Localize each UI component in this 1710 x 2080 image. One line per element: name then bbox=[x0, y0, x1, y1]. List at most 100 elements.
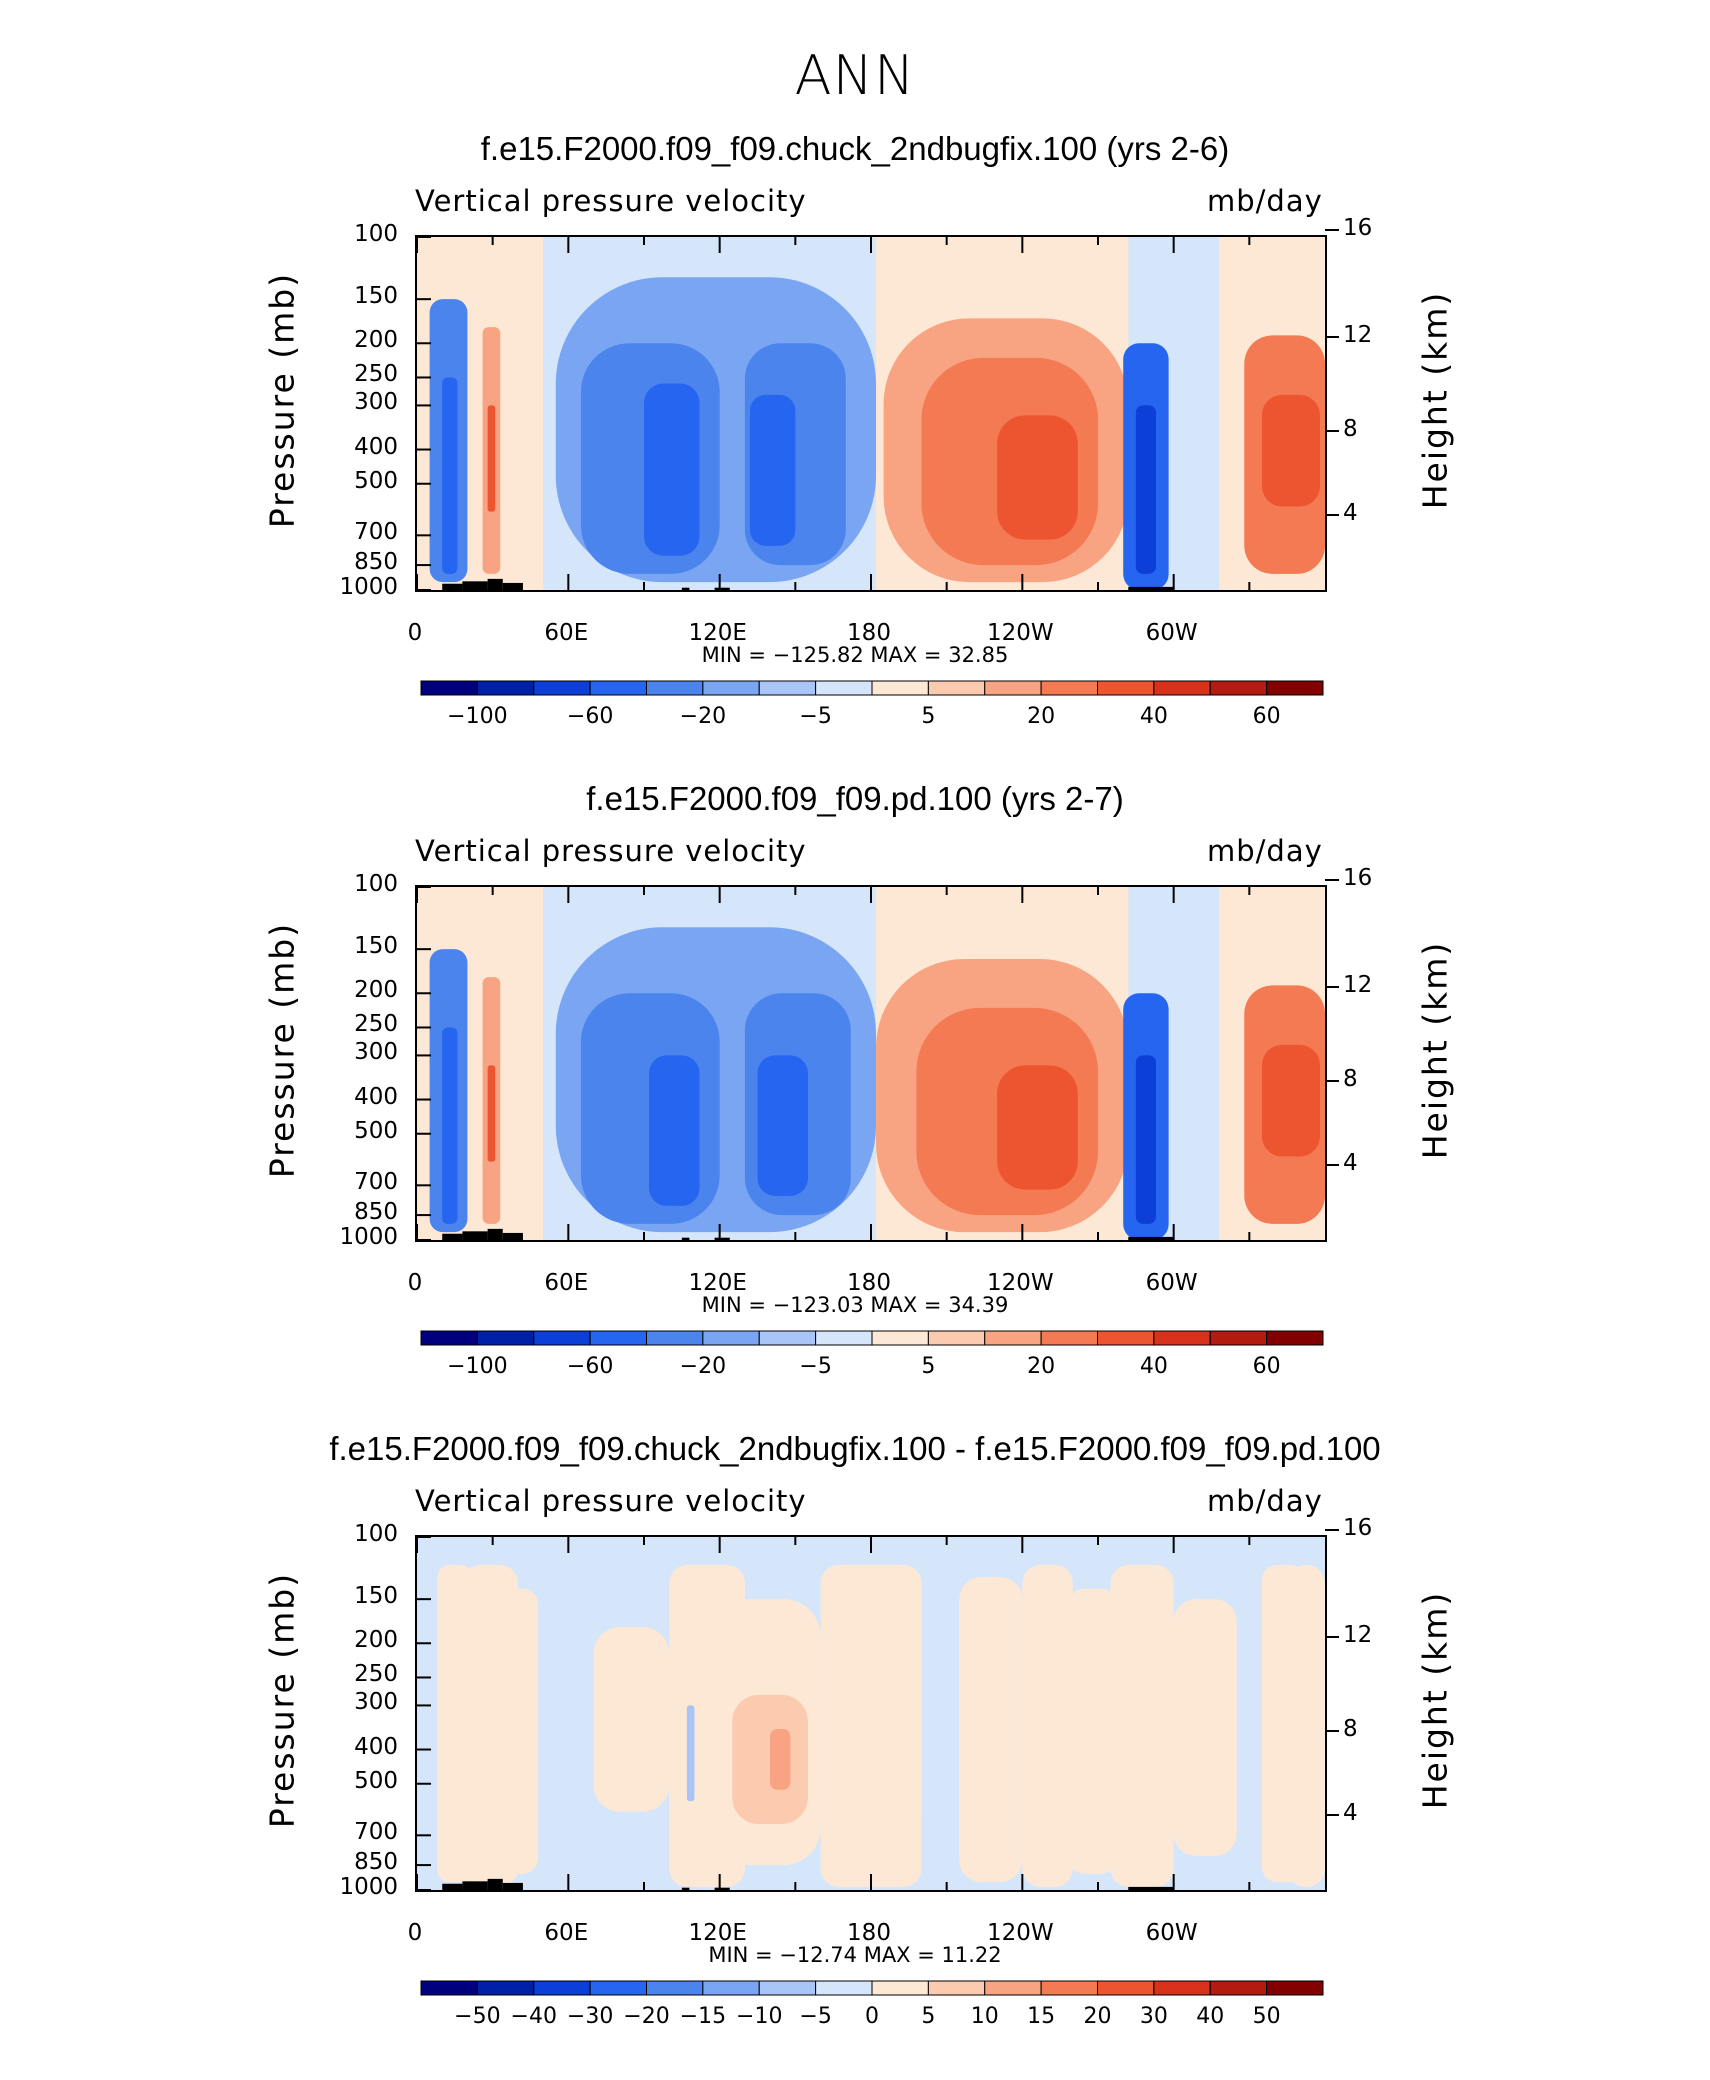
colorbar-label: −15 bbox=[679, 2004, 727, 2029]
x-tick-label: 120E bbox=[688, 1920, 747, 1946]
colorbar-label: 0 bbox=[865, 2004, 879, 2029]
colorbar-label: −5 bbox=[799, 2004, 832, 2029]
contour-region bbox=[997, 415, 1078, 540]
colorbar-box bbox=[758, 1980, 817, 1996]
topography bbox=[487, 1228, 503, 1240]
colorbar-box bbox=[1266, 1330, 1324, 1346]
contour-region bbox=[1261, 1044, 1320, 1157]
colorbar-label: −60 bbox=[566, 1354, 614, 1379]
y-tick-label: 300 bbox=[354, 1039, 398, 1066]
colorbar-label: −40 bbox=[510, 2004, 557, 2029]
topography bbox=[681, 1237, 690, 1240]
x-tick-label: 120W bbox=[987, 1920, 1054, 1946]
y-right-axis-label: Height (km) bbox=[1415, 1590, 1455, 1810]
y-tick-label: 250 bbox=[354, 361, 398, 388]
y-tick-label: 700 bbox=[354, 1169, 398, 1196]
y-tick-label: 300 bbox=[354, 389, 398, 416]
plot-area bbox=[415, 1535, 1327, 1892]
topography bbox=[502, 1232, 523, 1240]
topography bbox=[487, 1878, 503, 1890]
topography bbox=[442, 1233, 463, 1240]
colorbar-box bbox=[1097, 1980, 1155, 1996]
topography bbox=[681, 1887, 690, 1890]
contour-region bbox=[732, 1694, 808, 1824]
colorbar-box bbox=[646, 680, 704, 696]
topography bbox=[462, 581, 488, 590]
colorbar-box bbox=[646, 1980, 704, 1996]
x-tick-label: 0 bbox=[407, 1920, 423, 1946]
height-tick-label: 16 bbox=[1343, 1515, 1373, 1542]
colorbar-box bbox=[589, 1330, 647, 1346]
right-tick-mark bbox=[1325, 1813, 1339, 1816]
colorbar-box bbox=[476, 1980, 535, 1996]
colorbar-label: 20 bbox=[1027, 1354, 1056, 1379]
height-tick-label: 12 bbox=[1343, 321, 1373, 348]
right-tick-mark bbox=[1325, 1079, 1339, 1082]
colorbar-label: −60 bbox=[566, 704, 614, 729]
contour-field bbox=[417, 887, 1325, 1240]
colorbar-box bbox=[1097, 1330, 1155, 1346]
contour-region bbox=[871, 1564, 922, 1836]
contour-region bbox=[442, 377, 458, 574]
contour-region bbox=[644, 383, 700, 556]
units-label: mb/day bbox=[1207, 184, 1323, 218]
panel-3: f.e15.F2000.f09_f09.chuck_2ndbugfix.100 … bbox=[0, 1430, 1710, 2080]
height-tick-label: 4 bbox=[1343, 499, 1358, 526]
x-tick-label: 120E bbox=[688, 1270, 747, 1296]
y-tick-label: 150 bbox=[354, 933, 398, 960]
contour-field bbox=[417, 237, 1325, 590]
y-tick-label: 200 bbox=[354, 1627, 398, 1654]
contour-region bbox=[442, 1027, 458, 1224]
colorbar-box bbox=[1153, 1330, 1211, 1346]
y-tick-label: 400 bbox=[354, 433, 398, 460]
topography bbox=[502, 1882, 523, 1890]
colorbar-label: 15 bbox=[1027, 2004, 1056, 2029]
right-tick-mark bbox=[1325, 229, 1339, 232]
contour-region bbox=[649, 1055, 700, 1206]
units-label: mb/day bbox=[1207, 1484, 1323, 1518]
y-tick-label: 200 bbox=[354, 327, 398, 354]
right-tick-mark bbox=[1325, 1729, 1339, 1732]
panel-2: f.e15.F2000.f09_f09.pd.100 (yrs 2-7) Vert… bbox=[0, 780, 1710, 1430]
plot-area bbox=[415, 885, 1327, 1242]
panel-title: f.e15.F2000.f09_f09.chuck_2ndbugfix.100 … bbox=[480, 130, 1230, 167]
contour-region bbox=[770, 1729, 791, 1790]
colorbar-box bbox=[533, 680, 591, 696]
x-tick-label: 0 bbox=[407, 620, 423, 646]
contour-region bbox=[1135, 405, 1157, 574]
colorbar-box bbox=[476, 1330, 535, 1346]
height-tick-label: 4 bbox=[1343, 1149, 1358, 1176]
colorbar-box bbox=[927, 1330, 986, 1346]
panel-title: f.e15.F2000.f09_f09.chuck_2ndbugfix.100 … bbox=[329, 1430, 1381, 1467]
contour-region bbox=[593, 1627, 670, 1812]
panel-1: f.e15.F2000.f09_f09.chuck_2ndbugfix.100 … bbox=[0, 130, 1710, 780]
colorbar-box bbox=[1097, 680, 1155, 696]
colorbar-box bbox=[1209, 680, 1268, 696]
variable-label: Vertical pressure velocity bbox=[415, 184, 807, 218]
y-tick-label: 300 bbox=[354, 1689, 398, 1716]
colorbar-label: 60 bbox=[1252, 1354, 1281, 1379]
colorbar bbox=[420, 1980, 1324, 1996]
y-tick-label: 850 bbox=[354, 1849, 398, 1876]
colorbar bbox=[420, 680, 1324, 696]
y-tick-label: 100 bbox=[354, 871, 398, 897]
y-tick-label: 400 bbox=[354, 1733, 398, 1760]
colorbar-box bbox=[1209, 1330, 1268, 1346]
y-tick-label: 150 bbox=[354, 1583, 398, 1610]
colorbar-box bbox=[589, 680, 647, 696]
min-max-label: MIN = −12.74 MAX = 11.22 bbox=[708, 1943, 1002, 1967]
colorbar-box bbox=[420, 1980, 478, 1996]
right-tick-mark bbox=[1325, 1635, 1339, 1638]
right-tick-mark bbox=[1325, 335, 1339, 338]
topography bbox=[714, 1887, 730, 1890]
colorbar-label: 10 bbox=[970, 2004, 999, 2029]
y-tick-label: 1000 bbox=[339, 574, 398, 600]
y-tick-label: 400 bbox=[354, 1083, 398, 1110]
colorbar-box bbox=[984, 680, 1042, 696]
right-tick-mark bbox=[1325, 1163, 1339, 1166]
colorbar-label: −100 bbox=[447, 1354, 508, 1379]
contour-field bbox=[417, 1537, 1325, 1890]
colorbar-label: 40 bbox=[1139, 704, 1168, 729]
colorbar-box bbox=[1209, 1980, 1268, 1996]
x-tick-label: 180 bbox=[847, 620, 891, 646]
